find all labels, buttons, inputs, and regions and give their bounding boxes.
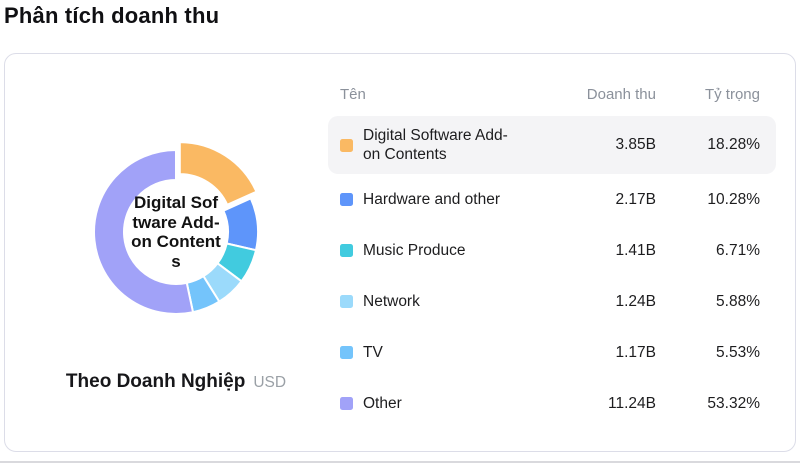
series-share: 18.28%	[707, 136, 760, 153]
chart-unit-label: USD	[253, 374, 287, 391]
donut-chart	[51, 107, 301, 357]
header-share: Tỷ trọng	[704, 85, 760, 103]
series-share: 5.53%	[716, 343, 760, 361]
donut-chart-svg	[93, 141, 259, 315]
donut-slice-hardware-and-other[interactable]	[222, 197, 259, 252]
series-color-swatch	[340, 138, 353, 152]
donut-slice-other[interactable]	[93, 149, 194, 315]
chart-grouping-label: Theo Doanh Nghiệp	[65, 371, 246, 392]
bottom-divider	[0, 461, 800, 463]
table-row-network[interactable]: Network 1.24B 5.88%	[328, 276, 776, 327]
series-revenue: 1.17B	[615, 343, 656, 361]
header-name: Tên	[340, 85, 366, 103]
table-row-music-produce[interactable]: Music Produce 1.41B 6.71%	[328, 225, 776, 276]
table-row-other[interactable]: Other 11.24B 53.32%	[328, 378, 776, 429]
series-revenue: 1.41B	[615, 241, 656, 259]
series-revenue: 2.17B	[615, 190, 656, 208]
series-color-swatch	[340, 244, 353, 257]
series-share: 53.32%	[707, 394, 760, 412]
series-name: Network	[363, 293, 420, 310]
table-row-digital-software-add-on-contents[interactable]: Digital Software Add-on Contents 3.85B 18.…	[328, 116, 776, 174]
table-body: Digital Software Add-on Contents 3.85B 18.…	[328, 116, 776, 429]
series-color-swatch	[340, 193, 353, 206]
series-name: TV	[363, 344, 383, 361]
revenue-analysis-card: Digital Sof tware Add- on Content s Theo…	[4, 53, 796, 452]
table-header-row: Tên Doanh thu Tỷ trọng	[328, 81, 776, 107]
series-name: Digital Software Add-on Contents	[363, 127, 508, 163]
series-share: 6.71%	[716, 241, 760, 259]
series-name: Other	[363, 395, 402, 412]
series-color-swatch	[340, 295, 353, 308]
series-name: Music Produce	[363, 242, 466, 259]
page-title: Phân tích doanh thu	[4, 3, 220, 28]
table-row-hardware-and-other[interactable]: Hardware and other 2.17B 10.28%	[328, 174, 776, 225]
chart-footer: Theo Doanh Nghiệp USD	[66, 371, 286, 393]
series-color-swatch	[340, 346, 353, 359]
series-revenue: 1.24B	[615, 292, 656, 310]
series-share: 5.88%	[716, 292, 760, 310]
header-revenue: Doanh thu	[586, 85, 656, 103]
donut-slice-digital-software-add-on-contents[interactable]	[178, 141, 258, 206]
series-share: 10.28%	[707, 190, 760, 208]
series-revenue: 11.24B	[608, 394, 656, 412]
series-name: Hardware and other	[363, 191, 500, 208]
series-revenue: 3.85B	[615, 136, 656, 153]
table-row-tv[interactable]: TV 1.17B 5.53%	[328, 327, 776, 378]
breakdown-table: Tên Doanh thu Tỷ trọng Digital Software …	[328, 81, 776, 429]
series-color-swatch	[340, 397, 353, 410]
